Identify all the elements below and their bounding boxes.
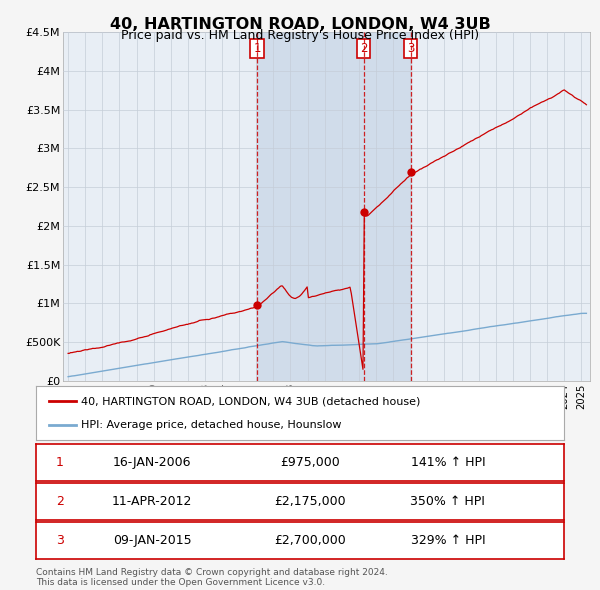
Text: 3: 3 [56, 534, 64, 547]
Text: HPI: Average price, detached house, Hounslow: HPI: Average price, detached house, Houn… [81, 419, 341, 430]
Text: 2: 2 [56, 495, 64, 508]
Text: £975,000: £975,000 [281, 456, 340, 469]
Text: 09-JAN-2015: 09-JAN-2015 [113, 534, 191, 547]
Text: 2: 2 [360, 42, 367, 55]
Text: Price paid vs. HM Land Registry's House Price Index (HPI): Price paid vs. HM Land Registry's House … [121, 30, 479, 42]
Text: 3: 3 [407, 42, 414, 55]
Bar [364, 32, 410, 381]
Text: 40, HARTINGTON ROAD, LONDON, W4 3UB: 40, HARTINGTON ROAD, LONDON, W4 3UB [110, 17, 490, 31]
Text: 141% ↑ HPI: 141% ↑ HPI [410, 456, 485, 469]
Text: 11-APR-2012: 11-APR-2012 [112, 495, 193, 508]
Text: Contains HM Land Registry data © Crown copyright and database right 2024.
This d: Contains HM Land Registry data © Crown c… [36, 568, 388, 587]
Text: 329% ↑ HPI: 329% ↑ HPI [410, 534, 485, 547]
Bar [257, 32, 364, 381]
Text: 16-JAN-2006: 16-JAN-2006 [113, 456, 191, 469]
Text: 1: 1 [253, 42, 261, 55]
Text: 1: 1 [56, 456, 64, 469]
Text: 350% ↑ HPI: 350% ↑ HPI [410, 495, 485, 508]
Text: £2,700,000: £2,700,000 [275, 534, 346, 547]
Text: £2,175,000: £2,175,000 [275, 495, 346, 508]
Text: 40, HARTINGTON ROAD, LONDON, W4 3UB (detached house): 40, HARTINGTON ROAD, LONDON, W4 3UB (det… [81, 396, 420, 407]
